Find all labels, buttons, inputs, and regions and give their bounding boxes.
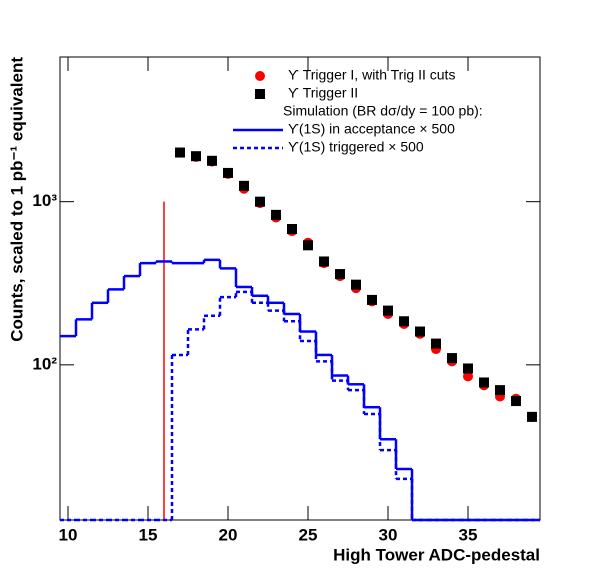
point (271, 209, 281, 220)
point (367, 294, 377, 305)
point (319, 256, 329, 267)
point (447, 353, 457, 364)
legend-label: ϒ Trigger I, with Trig II cuts (288, 67, 455, 83)
plot-frame (59, 56, 541, 521)
y-tick-label: 10³ (32, 191, 57, 210)
x-tick-label: 25 (299, 525, 318, 544)
point (239, 180, 249, 191)
point (511, 396, 521, 407)
legend-title: Simulation (BR dσ/dy = 100 pb): (283, 103, 483, 119)
y-axis-label: Counts, scaled to 1 pb⁻¹ equivalent (7, 57, 26, 342)
x-tick-label: 15 (139, 525, 158, 544)
point (479, 377, 489, 388)
point (255, 196, 265, 207)
point (399, 316, 409, 327)
point (383, 305, 393, 316)
point (463, 371, 473, 382)
point (175, 147, 185, 158)
x-tick-label: 10 (59, 525, 78, 544)
x-tick-label: 20 (219, 525, 238, 544)
legend-marker (255, 89, 265, 99)
point (335, 269, 345, 280)
point (527, 411, 537, 422)
point (303, 240, 313, 251)
point (351, 279, 361, 290)
point (495, 385, 505, 396)
x-tick-label: 35 (459, 525, 478, 544)
point (431, 338, 441, 349)
y-tick-label: 10² (32, 354, 57, 373)
point (463, 363, 473, 374)
point (223, 167, 233, 178)
legend-label: ϒ Trigger II (288, 85, 358, 101)
legend-label: ϒ(1S) in acceptance × 500 (288, 121, 455, 137)
point (207, 155, 217, 166)
point (287, 223, 297, 234)
point (191, 151, 201, 162)
legend-label: ϒ(1S) triggered × 500 (288, 139, 424, 155)
point (415, 326, 425, 337)
x-tick-label: 30 (379, 525, 398, 544)
legend-marker (255, 71, 265, 81)
x-axis-label: High Tower ADC-pedestal (333, 545, 540, 564)
